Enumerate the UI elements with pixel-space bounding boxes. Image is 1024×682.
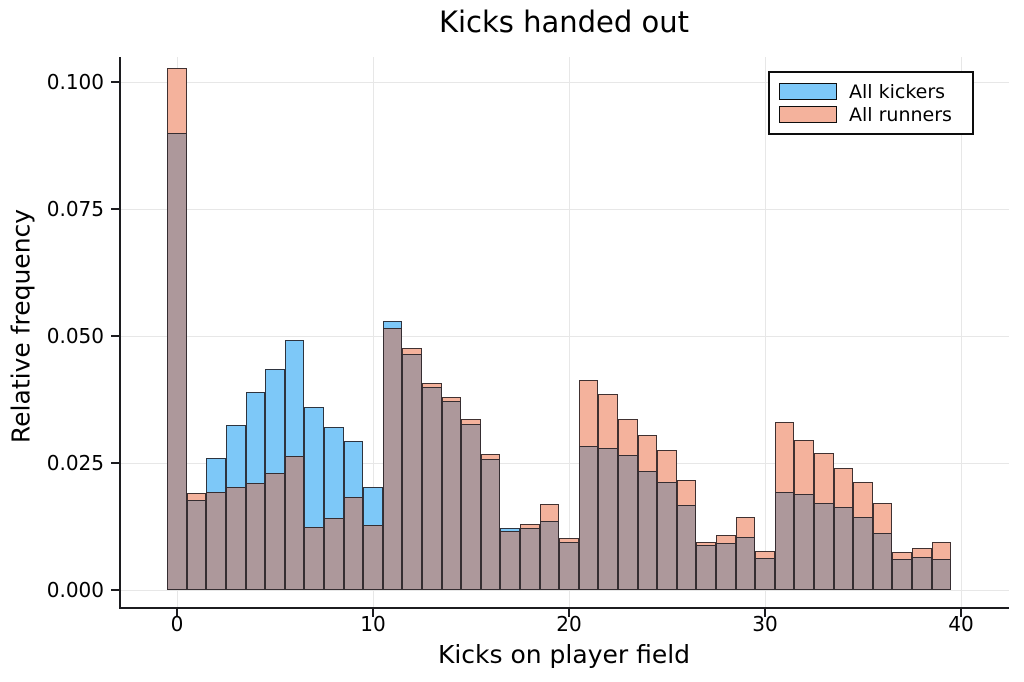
histogram-bar-overlap [716,543,736,590]
legend-label-runners: All runners [849,103,952,126]
y-axis-label: Relative frequency [6,208,36,444]
legend: All kickers All runners [768,71,974,135]
histogram-bar-overlap [304,526,324,590]
histogram-bar-overlap [324,518,344,590]
chart-title: Kicks handed out [438,5,690,39]
histogram-bar-overlap [226,487,246,590]
histogram-bar-overlap [676,505,697,590]
y-gridline [119,589,1009,591]
y-gridline [119,208,1009,210]
histogram-bar-overlap [618,454,638,590]
y-gridline [119,81,1009,83]
histogram-bar-overlap [382,328,403,590]
y-tick-label: 0.075 [46,197,104,221]
histogram-bar-overlap [853,517,873,590]
y-tick-label: 0.050 [46,324,104,348]
x-tick-mark [176,609,178,617]
x-tick-label: 30 [752,612,778,636]
histogram-bar-overlap [931,558,952,590]
histogram-bar-overlap [814,502,834,590]
kickers-swatch-icon [779,83,837,100]
histogram-bar-overlap [265,473,285,590]
x-axis-label: Kicks on player field [437,640,691,669]
y-tick-mark [111,208,119,210]
histogram-bar-overlap [892,558,912,590]
legend-entry-runners: All runners [779,105,972,125]
histogram-bar-overlap [598,447,618,590]
x-gridline [960,57,962,607]
histogram-bar-overlap [774,492,795,590]
y-tick-label: 0.025 [46,451,104,475]
x-tick-mark [372,609,374,617]
y-tick-label: 0.000 [46,578,104,602]
histogram-bar-overlap [480,459,501,590]
histogram-bar-overlap [500,530,520,590]
x-tick-label: 10 [360,612,386,636]
y-tick-mark [111,589,119,591]
x-gridline [764,57,766,607]
legend-label-kickers: All kickers [849,80,946,103]
histogram-bar-overlap [559,541,579,590]
histogram-bar-overlap [422,387,442,590]
histogram-bar-overlap [343,496,364,590]
x-gridline [568,57,570,607]
histogram-bar-overlap [872,533,893,590]
histogram-bar-overlap [167,132,187,590]
histogram-bar-overlap [578,445,599,590]
runners-swatch-icon [779,106,837,123]
histogram-bar-overlap [206,492,226,590]
x-gridline [372,57,374,607]
legend-entry-kickers: All kickers [779,82,972,102]
x-tick-mark [960,609,962,617]
y-gridline [119,462,1009,464]
histogram-bar-overlap [755,557,775,590]
x-tick-mark [764,609,766,617]
histogram-bar-overlap [520,528,540,590]
histogram-bar-overlap [363,524,383,590]
y-tick-label: 0.100 [46,70,104,94]
histogram-bar-overlap [284,455,305,590]
histogram-bar-overlap [441,401,462,590]
y-tick-mark [111,81,119,83]
x-axis-spine [119,607,1009,609]
histogram-bar-overlap [461,423,481,590]
y-gridline [119,335,1009,337]
y-tick-mark [111,335,119,337]
histogram-bar-overlap [637,470,658,590]
histogram-bar-overlap [245,483,266,590]
x-tick-label: 40 [948,612,974,636]
histogram-bar-overlap [539,521,560,590]
histogram-bar-overlap [186,499,207,590]
y-tick-mark [111,462,119,464]
histogram-bar-overlap [735,537,756,590]
histogram-bar-overlap [696,544,716,590]
x-tick-mark [568,609,570,617]
histogram-bar-overlap [657,481,677,590]
x-tick-label: 20 [556,612,582,636]
histogram-bar-overlap [912,557,932,590]
x-tick-label: 0 [170,612,184,636]
histogram-bar-overlap [402,353,422,590]
histogram-bar-overlap [794,494,814,590]
y-axis-spine [119,57,121,609]
histogram-bar-overlap [833,507,854,590]
